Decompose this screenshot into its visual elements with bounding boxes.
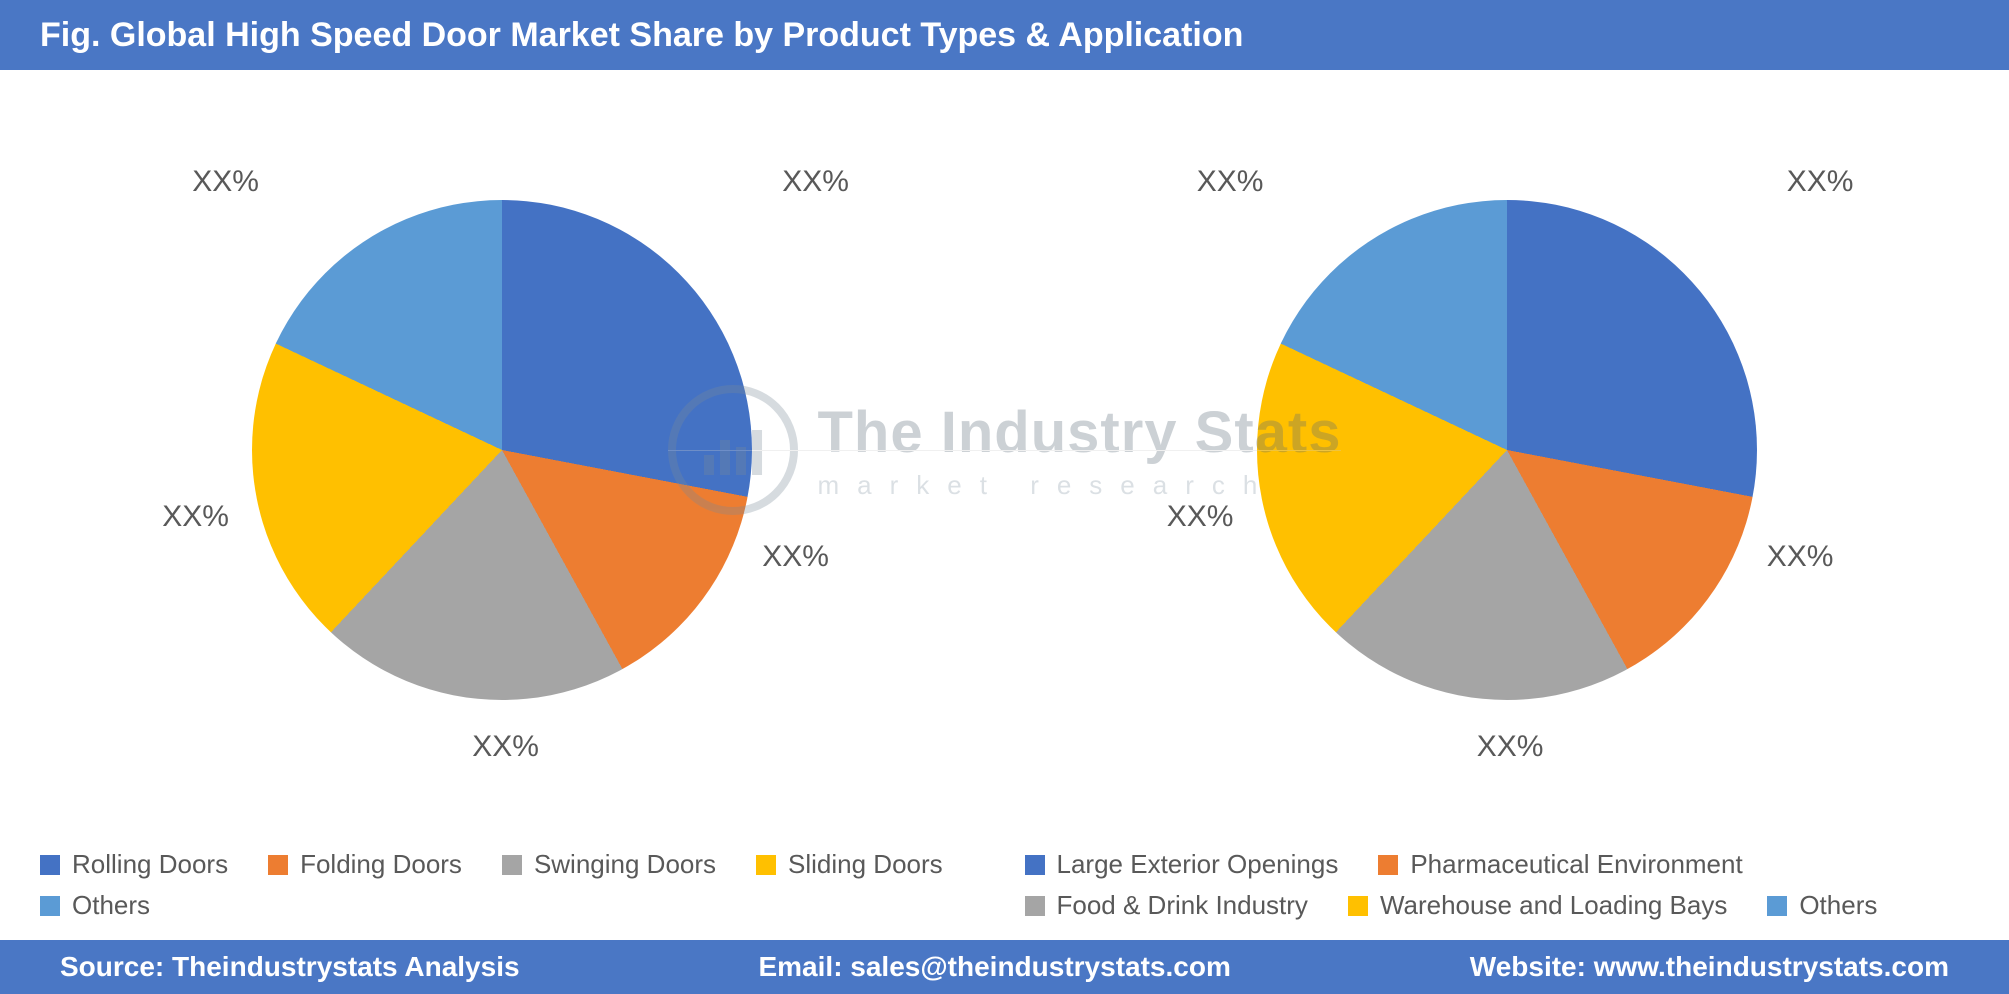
legend-swatch — [1025, 855, 1045, 875]
legend-item: Rolling Doors — [40, 849, 228, 880]
legend-label: Others — [1799, 890, 1877, 921]
slice-label: XX% — [1767, 540, 1834, 574]
figure-title: Fig. Global High Speed Door Market Share… — [40, 16, 1243, 55]
legend-application: Large Exterior Openings Pharmaceutical En… — [1005, 830, 2009, 940]
figure-title-bar: Fig. Global High Speed Door Market Share… — [0, 0, 2009, 70]
legend-swatch — [40, 855, 60, 875]
pie-right — [1257, 200, 1757, 700]
footer-email: Email: sales@theindustrystats.com — [758, 951, 1230, 983]
legend-label: Warehouse and Loading Bays — [1380, 890, 1727, 921]
legend-item: Others — [40, 890, 150, 921]
legend-item: Sliding Doors — [756, 849, 943, 880]
legend-item: Others — [1767, 890, 1877, 921]
legend-item: Folding Doors — [268, 849, 462, 880]
footer-website: Website: www.theindustrystats.com — [1470, 951, 1949, 983]
legend-product-types: Rolling Doors Folding Doors Swinging Doors… — [0, 830, 1005, 940]
legend-swatch — [1378, 855, 1398, 875]
legend-item: Large Exterior Openings — [1025, 849, 1339, 880]
legend-item: Food & Drink Industry — [1025, 890, 1308, 921]
pie-left — [252, 200, 752, 700]
legend-item: Pharmaceutical Environment — [1378, 849, 1742, 880]
legend-swatch — [40, 896, 60, 916]
chart-application: XX% XX% XX% XX% XX% — [1005, 70, 2009, 830]
legend-swatch — [1348, 896, 1368, 916]
footer-bar: Source: Theindustrystats Analysis Email:… — [0, 940, 2009, 994]
slice-label: XX% — [762, 540, 829, 574]
legend-swatch — [268, 855, 288, 875]
pie-wrap-left: XX%XX%XX%XX%XX% — [252, 200, 752, 700]
footer-source: Source: Theindustrystats Analysis — [60, 951, 520, 983]
slice-label: XX% — [1787, 165, 1854, 199]
slice-label: XX% — [472, 730, 539, 764]
slice-label: XX% — [782, 165, 849, 199]
pie-wrap-right: XX%XX%XX%XX%XX% — [1257, 200, 1757, 700]
slice-label: XX% — [1477, 730, 1544, 764]
chart-product-types: XX% XX% XX% XX% XX% — [0, 70, 1005, 830]
legend-label: Swinging Doors — [534, 849, 716, 880]
charts-container: XX%XX%XX%XX%XX% XX%XX%XX%XX%XX% The Indu… — [0, 70, 2009, 830]
legend-swatch — [1025, 896, 1045, 916]
slice-label: XX% — [1197, 165, 1264, 199]
slice-label: XX% — [1167, 500, 1234, 534]
legends-container: Rolling Doors Folding Doors Swinging Doors… — [0, 830, 2009, 940]
legend-label: Folding Doors — [300, 849, 462, 880]
legend-label: Rolling Doors — [72, 849, 228, 880]
legend-label: Sliding Doors — [788, 849, 943, 880]
slice-label: XX% — [192, 165, 259, 199]
slice-label: XX% — [162, 500, 229, 534]
legend-item: Warehouse and Loading Bays — [1348, 890, 1727, 921]
legend-swatch — [502, 855, 522, 875]
legend-label: Pharmaceutical Environment — [1410, 849, 1742, 880]
legend-label: Large Exterior Openings — [1057, 849, 1339, 880]
legend-swatch — [1767, 896, 1787, 916]
legend-swatch — [756, 855, 776, 875]
legend-label: Food & Drink Industry — [1057, 890, 1308, 921]
legend-label: Others — [72, 890, 150, 921]
legend-item: Swinging Doors — [502, 849, 716, 880]
